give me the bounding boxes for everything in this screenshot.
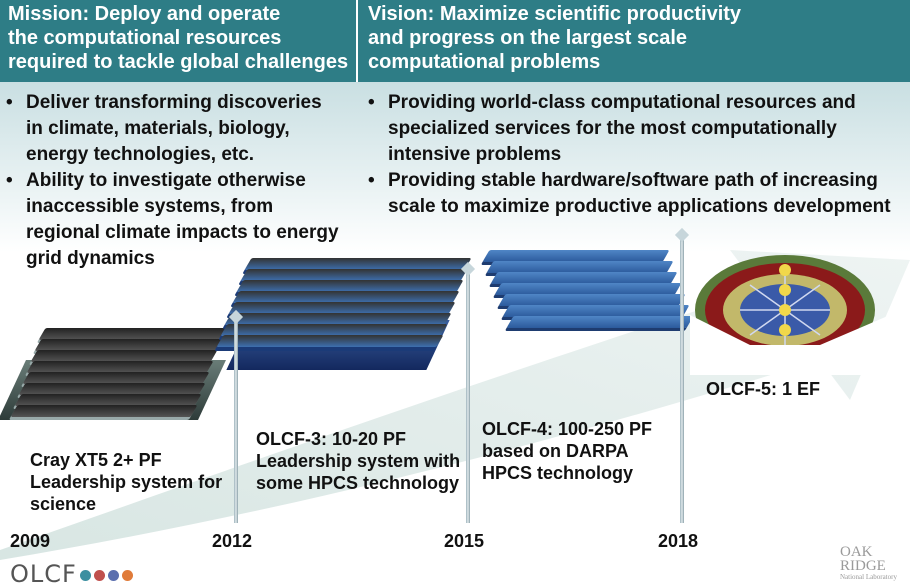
timeline-pole-2015 xyxy=(466,270,470,523)
logo-dot xyxy=(79,569,91,581)
rack-row xyxy=(10,405,198,417)
rack-row xyxy=(506,316,694,328)
vision-bullet: Providing world-class computational reso… xyxy=(366,90,891,168)
year-2012: 2012 xyxy=(212,531,253,551)
vision-bullet: Providing stable hardware/software path … xyxy=(366,168,891,220)
rack-row xyxy=(216,335,444,347)
olcf-logo-text: OLCF xyxy=(10,560,77,588)
mission-bullet: Ability to investigate otherwise inacces… xyxy=(4,168,339,272)
year-2015: 2015 xyxy=(444,531,485,551)
caption-2012: OLCF-3: 10-20 PF Leadership system with … xyxy=(256,429,461,493)
logo-dot xyxy=(121,569,133,581)
olcf4-image xyxy=(466,240,694,360)
mission-bullet: Deliver transforming discoveries in clim… xyxy=(4,90,339,168)
mission-header: Mission: Deploy and operate the computat… xyxy=(0,0,356,82)
caption-2009: Cray XT5 2+ PF Leadership system for sci… xyxy=(30,450,223,514)
mission-title-line: Mission: Deploy and operate xyxy=(8,3,281,25)
olcf-logo: OLCF xyxy=(10,560,133,588)
olcf5-exascale-image xyxy=(690,255,890,375)
vision-header: Vision: Maximize scientific productivity… xyxy=(358,0,910,82)
timeline-pole-2012 xyxy=(234,318,238,523)
logo-dot xyxy=(107,569,119,581)
oak-ridge-logo: OAK RIDGE National Laboratory xyxy=(840,544,897,582)
mission-title-line: the computational resources xyxy=(8,27,282,49)
year-2018: 2018 xyxy=(658,531,699,551)
logo-dot xyxy=(93,569,105,581)
timeline-pole-2018 xyxy=(680,236,684,523)
olcf3-image xyxy=(208,250,478,400)
caption-2018: OLCF-5: 1 EF xyxy=(706,379,821,399)
caption-2015: OLCF-4: 100-250 PF based on DARPA HPCS t… xyxy=(482,419,653,483)
mission-title-line: required to tackle global challenges xyxy=(8,51,349,73)
cray-xt5-image xyxy=(0,320,242,440)
header-divider xyxy=(356,0,358,82)
mission-bullet-list: Deliver transforming discoveries in clim… xyxy=(4,90,339,272)
vision-title-line: computational problems xyxy=(368,51,601,73)
vision-bullet-list: Providing world-class computational reso… xyxy=(366,90,891,220)
vision-title-line: Vision: Maximize scientific productivity xyxy=(368,3,742,25)
vision-title-line: and progress on the largest scale xyxy=(368,27,687,49)
year-2009: 2009 xyxy=(10,531,51,551)
